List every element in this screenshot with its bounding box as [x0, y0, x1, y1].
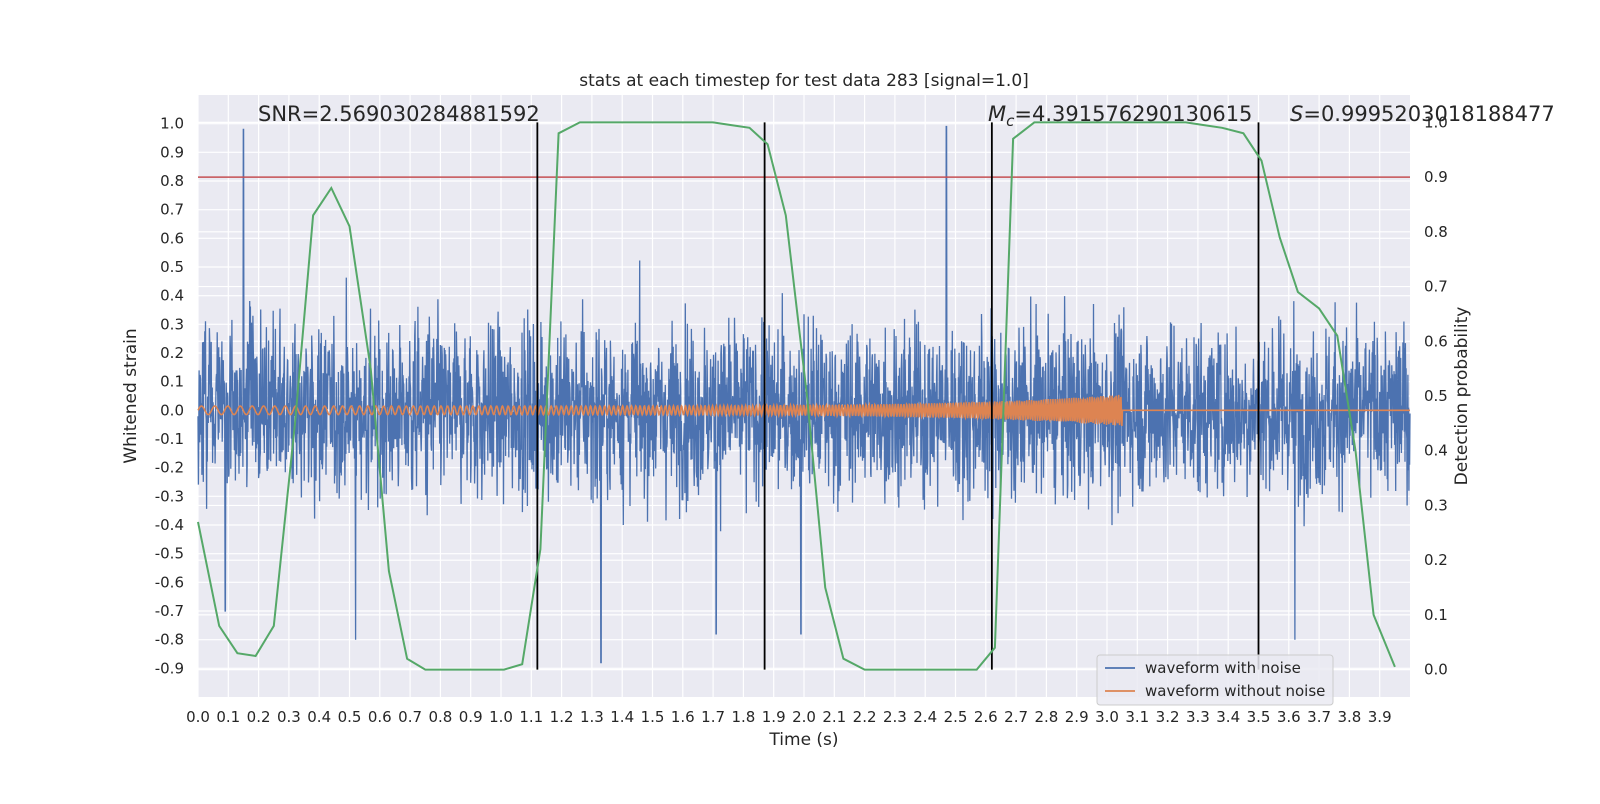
y2-tick-label: 0.0	[1424, 661, 1448, 679]
legend-label-clean: waveform without noise	[1145, 682, 1325, 700]
y-tick-label: 0.5	[160, 258, 184, 276]
x-tick-label: 3.7	[1307, 708, 1331, 726]
x-tick-label: 3.2	[1156, 708, 1180, 726]
chart-title: stats at each timestep for test data 283…	[579, 71, 1029, 91]
x-tick-label: 3.5	[1247, 708, 1271, 726]
x-tick-label: 0.2	[247, 708, 271, 726]
y-axis-label: Whitened strain	[121, 328, 141, 463]
y-tick-label: 0.6	[160, 229, 184, 247]
series-detection-probability	[197, 121, 1396, 671]
y-tick-label: -0.3	[155, 487, 184, 505]
x-tick-label: 3.0	[1095, 708, 1119, 726]
legend-label-noise: waveform with noise	[1145, 659, 1301, 677]
legend-box	[1096, 654, 1334, 706]
y-tick-label: 0.9	[160, 143, 184, 161]
y-tick-label: -0.5	[155, 545, 184, 563]
y-tick-label: 0.3	[160, 315, 184, 333]
x-tick-label: 0.9	[459, 708, 483, 726]
x-tick-label: 1.6	[671, 708, 695, 726]
y-tick-label: -0.7	[155, 602, 184, 620]
y2-axis-ticks: 1.0 0.9 0.8 0.7 0.6 0.5 0.4 0.3 0.2 0.1 0.0	[1424, 113, 1448, 678]
y2-tick-label: 0.6	[1424, 332, 1448, 350]
x-tick-label: 1.8	[731, 708, 755, 726]
y-axis-ticks: 1.0 0.9 0.8 0.7 0.6 0.5 0.4 0.3 0.2 0.1 0.0 -0.1 -0.…	[155, 115, 184, 678]
chirp-mass-annotation: Mc=4.391576290130615	[988, 102, 1252, 130]
legend: waveform with noise waveform without noi…	[1096, 654, 1334, 706]
x-tick-label: 2.0	[792, 708, 816, 726]
x-tick-label: 2.8	[1034, 708, 1058, 726]
y2-tick-label: 0.3	[1424, 496, 1448, 514]
y2-tick-label: 1.0	[1424, 113, 1448, 131]
x-tick-label: 2.9	[1065, 708, 1089, 726]
y-tick-label: -0.9	[155, 659, 184, 677]
x-tick-label: 2.6	[974, 708, 998, 726]
x-tick-label: 2.5	[944, 708, 968, 726]
x-tick-label: 3.6	[1277, 708, 1301, 726]
x-tick-label: 1.0	[489, 708, 513, 726]
x-tick-label: 0.7	[398, 708, 422, 726]
y2-tick-label: 0.8	[1424, 223, 1448, 241]
x-tick-label: 3.4	[1216, 708, 1240, 726]
y-tick-label: -0.1	[155, 430, 184, 448]
x-tick-label: 3.8	[1337, 708, 1361, 726]
y2-axis-label: Detection probability	[1452, 307, 1472, 486]
score-symbol: S	[1290, 102, 1303, 126]
x-tick-label: 2.4	[913, 708, 937, 726]
snr-annotation: SNR=2.569030284881592	[258, 102, 540, 126]
chirp-mass-subscript: c	[1006, 112, 1015, 130]
x-tick-label: 1.3	[580, 708, 604, 726]
chirp-mass-value: =4.391576290130615	[1014, 102, 1252, 126]
y-tick-label: -0.8	[155, 631, 184, 649]
score-value: =0.9995203018188477	[1303, 102, 1554, 126]
x-tick-label: 1.1	[519, 708, 543, 726]
y2-tick-label: 0.5	[1424, 387, 1448, 405]
y2-tick-label: 0.7	[1424, 278, 1448, 296]
clean-line	[197, 394, 1410, 427]
x-tick-label: 0.5	[338, 708, 362, 726]
x-tick-label: 1.9	[762, 708, 786, 726]
y-tick-label: 0.0	[160, 401, 184, 419]
x-tick-label: 1.2	[550, 708, 574, 726]
vertical-markers	[536, 122, 1260, 670]
x-tick-label: 0.6	[368, 708, 392, 726]
y-tick-label: 0.8	[160, 172, 184, 190]
x-tick-label: 0.3	[277, 708, 301, 726]
series-waveform-with-noise	[197, 125, 1411, 664]
chirp-mass-symbol: M	[988, 102, 1006, 126]
x-tick-label: 2.2	[853, 708, 877, 726]
y-tick-label: -0.6	[155, 573, 184, 591]
x-tick-label: 3.3	[1186, 708, 1210, 726]
y2-tick-label: 0.2	[1424, 551, 1448, 569]
x-tick-label: 2.1	[822, 708, 846, 726]
x-tick-label: 0.0	[186, 708, 210, 726]
y-tick-label: -0.2	[155, 459, 184, 477]
y-tick-label: -0.4	[155, 516, 184, 534]
x-tick-label: 3.1	[1125, 708, 1149, 726]
noise-line	[197, 125, 1411, 664]
x-tick-label: 0.4	[307, 708, 331, 726]
x-tick-label: 0.1	[216, 708, 240, 726]
x-tick-label: 1.5	[641, 708, 665, 726]
y-tick-label: 0.4	[160, 287, 184, 305]
x-axis-label: Time (s)	[768, 730, 838, 750]
x-tick-label: 0.8	[428, 708, 452, 726]
x-tick-label: 2.3	[883, 708, 907, 726]
y-tick-label: 1.0	[160, 115, 184, 133]
y-tick-label: 0.2	[160, 344, 184, 362]
x-tick-label: 2.7	[1004, 708, 1028, 726]
x-tick-label: 3.9	[1368, 708, 1392, 726]
y2-tick-label: 0.1	[1424, 606, 1448, 624]
score-annotation: S=0.9995203018188477	[1290, 102, 1555, 126]
x-tick-label: 1.4	[610, 708, 634, 726]
probability-line	[197, 121, 1396, 671]
x-axis-ticks: 0.0 0.1 0.2 0.3 0.4 0.5 0.6 0.7 0.8 0.9 1.0 1.1 1.2 1…	[186, 708, 1392, 726]
y-tick-label: 0.1	[160, 373, 184, 391]
x-tick-label: 1.7	[701, 708, 725, 726]
series-waveform-without-noise	[197, 394, 1410, 427]
y2-tick-label: 0.9	[1424, 168, 1448, 186]
y-tick-label: 0.7	[160, 201, 184, 219]
y2-tick-label: 0.4	[1424, 442, 1448, 460]
